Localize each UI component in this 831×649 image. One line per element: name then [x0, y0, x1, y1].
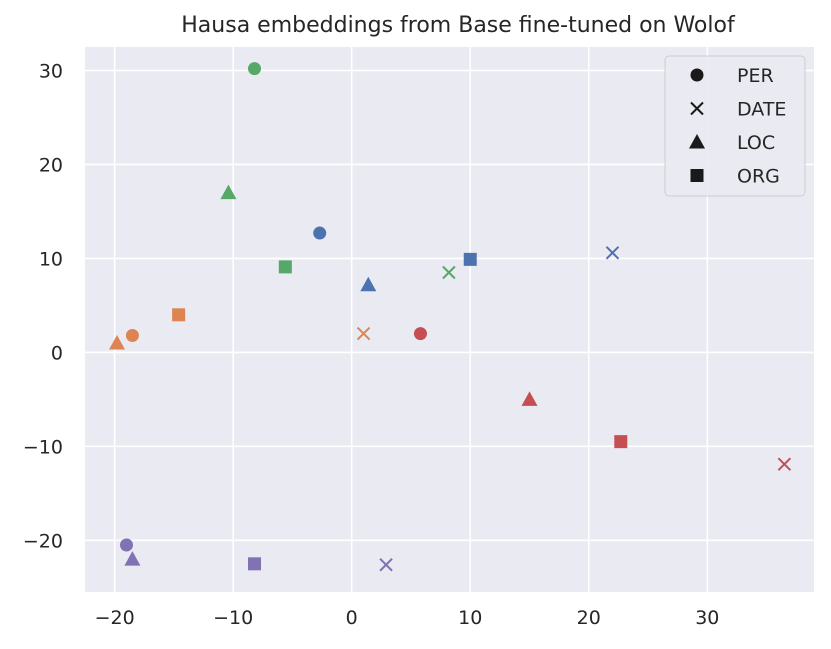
y-tick-label: 20: [39, 154, 63, 176]
x-axis-ticks: −20 −10 0 10 20 30: [95, 607, 720, 629]
data-point-square: [463, 252, 477, 266]
y-tick-label: −20: [23, 530, 63, 552]
data-points: [109, 62, 792, 572]
data-point-x: [356, 326, 371, 341]
legend-label: ORG: [737, 166, 780, 188]
y-axis-ticks: −20 −10 0 10 20 30: [23, 60, 63, 552]
y-tick-label: 30: [39, 60, 63, 82]
data-point-x: [777, 457, 792, 471]
x-tick-label: 20: [577, 607, 601, 629]
legend-label: DATE: [737, 99, 786, 121]
legend: PER DATE LOC ORG: [664, 55, 806, 197]
data-point-x: [605, 246, 620, 260]
x-tick-label: 10: [458, 607, 482, 629]
data-point-triangle: [109, 334, 126, 350]
data-point-triangle: [124, 551, 141, 566]
legend-label: PER: [737, 65, 774, 87]
legend-marker-date: [690, 101, 704, 116]
data-point-square: [172, 308, 186, 322]
data-point-square: [248, 557, 262, 571]
x-tick-label: 30: [695, 607, 719, 629]
data-point-triangle: [521, 391, 538, 406]
x-tick-label: 0: [346, 607, 358, 629]
data-point-circle: [313, 226, 327, 240]
data-point-square: [278, 260, 292, 274]
data-point-circle: [119, 538, 133, 552]
data-point-circle: [248, 62, 262, 76]
legend-marker-per: [690, 68, 704, 82]
data-point-triangle: [360, 276, 377, 292]
legend-box: [664, 55, 806, 197]
data-point-triangle: [220, 184, 237, 200]
y-tick-label: 0: [51, 342, 63, 364]
chart-title: Hausa embeddings from Base fine-tuned on…: [181, 13, 736, 38]
legend-label: LOC: [737, 132, 775, 154]
legend-marker-org: [690, 169, 704, 182]
data-point-x: [442, 265, 456, 280]
y-tick-label: 10: [39, 248, 63, 270]
x-tick-label: −10: [213, 607, 253, 629]
x-tick-label: −20: [95, 607, 135, 629]
y-tick-label: −10: [23, 436, 63, 458]
data-point-square: [614, 435, 628, 449]
data-point-x: [379, 558, 393, 572]
data-point-circle: [413, 327, 427, 341]
legend-marker-loc: [689, 134, 705, 149]
data-point-circle: [125, 328, 139, 342]
